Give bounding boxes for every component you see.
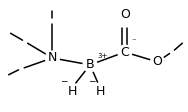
Text: N: N [48,52,57,65]
Text: −: − [88,77,96,86]
Text: −: − [61,77,68,86]
Text: H: H [67,85,77,98]
Circle shape [151,55,164,69]
Circle shape [45,51,59,65]
Circle shape [65,85,79,98]
Text: B: B [86,58,94,71]
Circle shape [83,58,97,72]
Circle shape [93,85,107,98]
Circle shape [118,8,132,21]
Circle shape [118,45,132,59]
Text: 3+: 3+ [97,53,107,59]
Text: O: O [120,8,130,21]
Text: H: H [95,85,105,98]
Text: ⁻: ⁻ [132,37,136,46]
Text: O: O [153,55,162,68]
Text: C: C [120,46,129,59]
